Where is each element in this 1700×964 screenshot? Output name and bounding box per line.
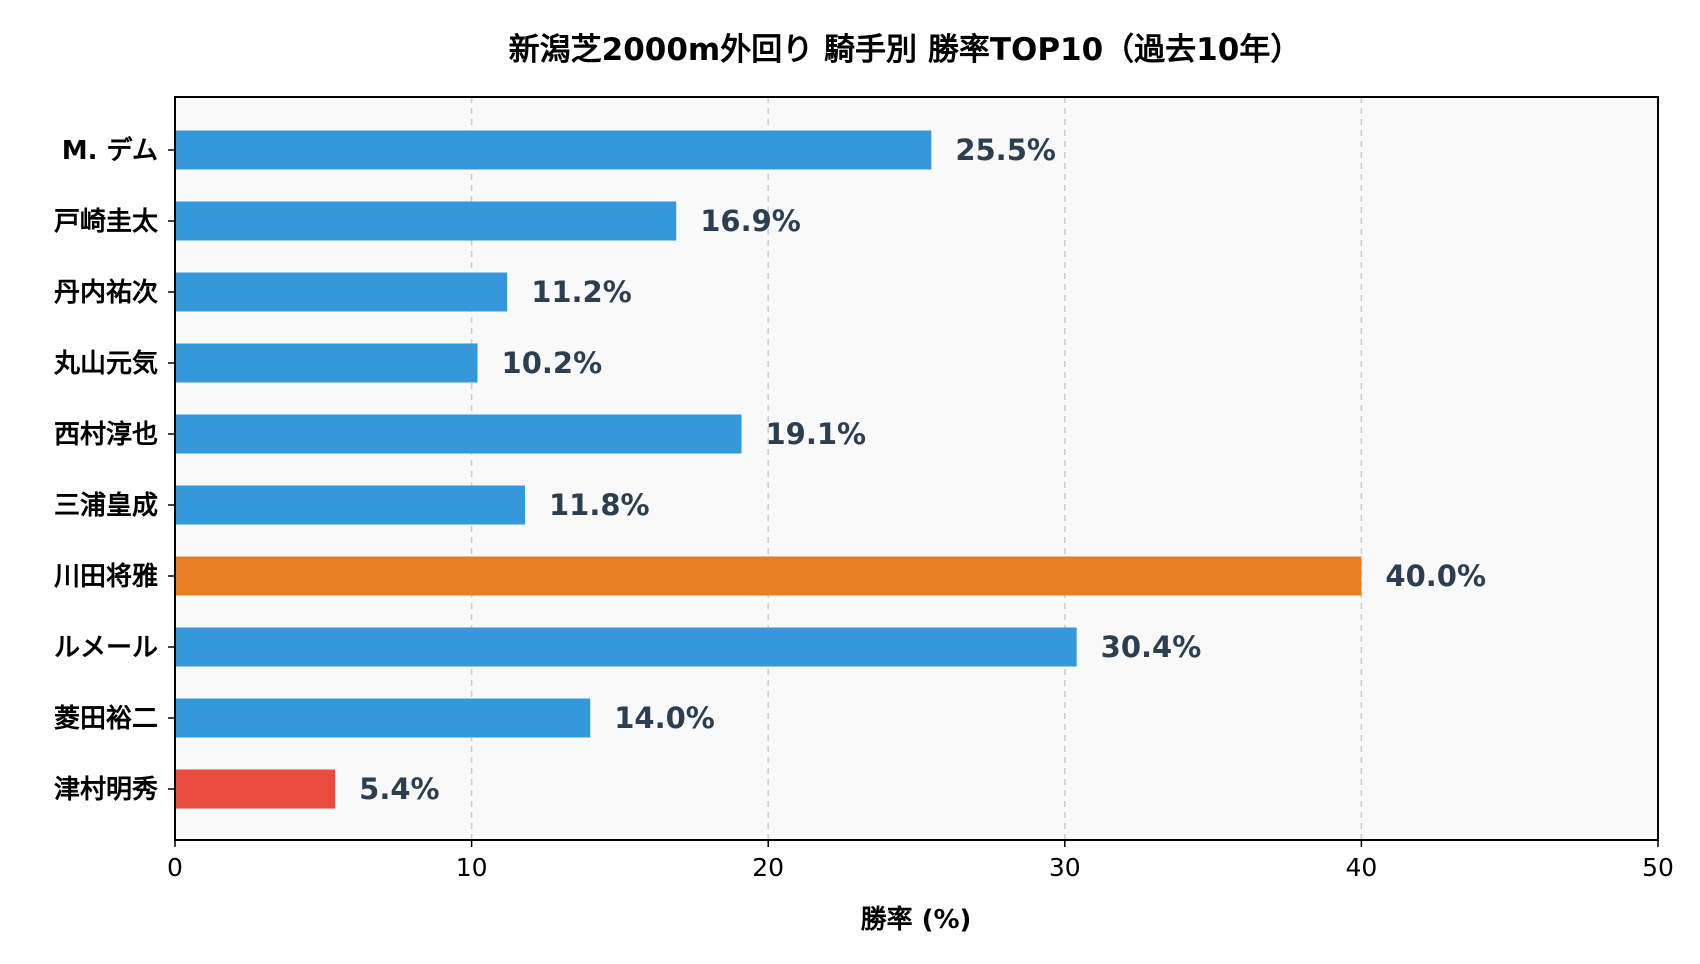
bar bbox=[175, 769, 336, 809]
bar-value-label: 30.4% bbox=[1101, 630, 1202, 664]
bar-value-label: 16.9% bbox=[700, 204, 801, 238]
y-tick-label: 西村淳也 bbox=[54, 419, 158, 450]
x-axis-label: 勝率 (%) bbox=[861, 904, 972, 935]
bar bbox=[175, 698, 591, 738]
plot-frame bbox=[174, 96, 1659, 841]
bar bbox=[175, 627, 1077, 667]
x-tick-label: 30 bbox=[1049, 853, 1081, 882]
bar bbox=[175, 414, 742, 454]
y-axis-ticks: M. デム戸崎圭太丹内祐次丸山元気西村淳也三浦皇成川田将雅ルメール菱田裕二津村明… bbox=[53, 135, 175, 805]
y-tick-label: ルメール bbox=[54, 633, 158, 663]
value-labels: 25.5% 16.9% 11.2% 10.2% 19.1% 11.8% 40.0% 30.4%… bbox=[359, 133, 1486, 806]
bar-value-label: 10.2% bbox=[502, 346, 603, 380]
y-tick-label: 津村明秀 bbox=[54, 775, 158, 805]
y-tick-label: 川田将雅 bbox=[54, 562, 158, 592]
bar bbox=[175, 130, 932, 170]
bars bbox=[175, 130, 1362, 809]
bar-value-label: 14.0% bbox=[614, 701, 715, 735]
bar bbox=[175, 485, 525, 525]
bar-value-label: 11.2% bbox=[531, 275, 632, 309]
bar-value-label: 5.4% bbox=[359, 772, 439, 806]
chart-title: 新潟芝2000m外回り 騎手別 勝率TOP10（過去10年） bbox=[509, 32, 1302, 68]
bar bbox=[175, 343, 478, 383]
y-tick-label: M. デム bbox=[62, 135, 158, 166]
y-tick-label: 戸崎圭太 bbox=[54, 207, 159, 237]
y-tick-label: 丸山元気 bbox=[53, 348, 158, 379]
y-tick-label: 丹内祐次 bbox=[54, 278, 158, 308]
bar-value-label: 11.8% bbox=[549, 488, 650, 522]
bar bbox=[175, 272, 508, 312]
x-tick-label: 0 bbox=[167, 853, 183, 882]
x-tick-label: 10 bbox=[456, 853, 488, 882]
y-tick-label: 菱田裕二 bbox=[54, 703, 158, 734]
bar bbox=[175, 556, 1362, 596]
bar bbox=[175, 201, 677, 241]
bar-value-label: 25.5% bbox=[955, 133, 1056, 167]
x-tick-label: 20 bbox=[752, 853, 784, 882]
x-tick-label: 40 bbox=[1345, 853, 1377, 882]
bar-value-label: 19.1% bbox=[766, 417, 867, 451]
bar-value-label: 40.0% bbox=[1385, 559, 1486, 593]
x-axis-ticks: 0 10 20 30 40 50 bbox=[167, 840, 1674, 882]
x-tick-label: 50 bbox=[1642, 853, 1674, 882]
y-tick-label: 三浦皇成 bbox=[54, 490, 158, 521]
